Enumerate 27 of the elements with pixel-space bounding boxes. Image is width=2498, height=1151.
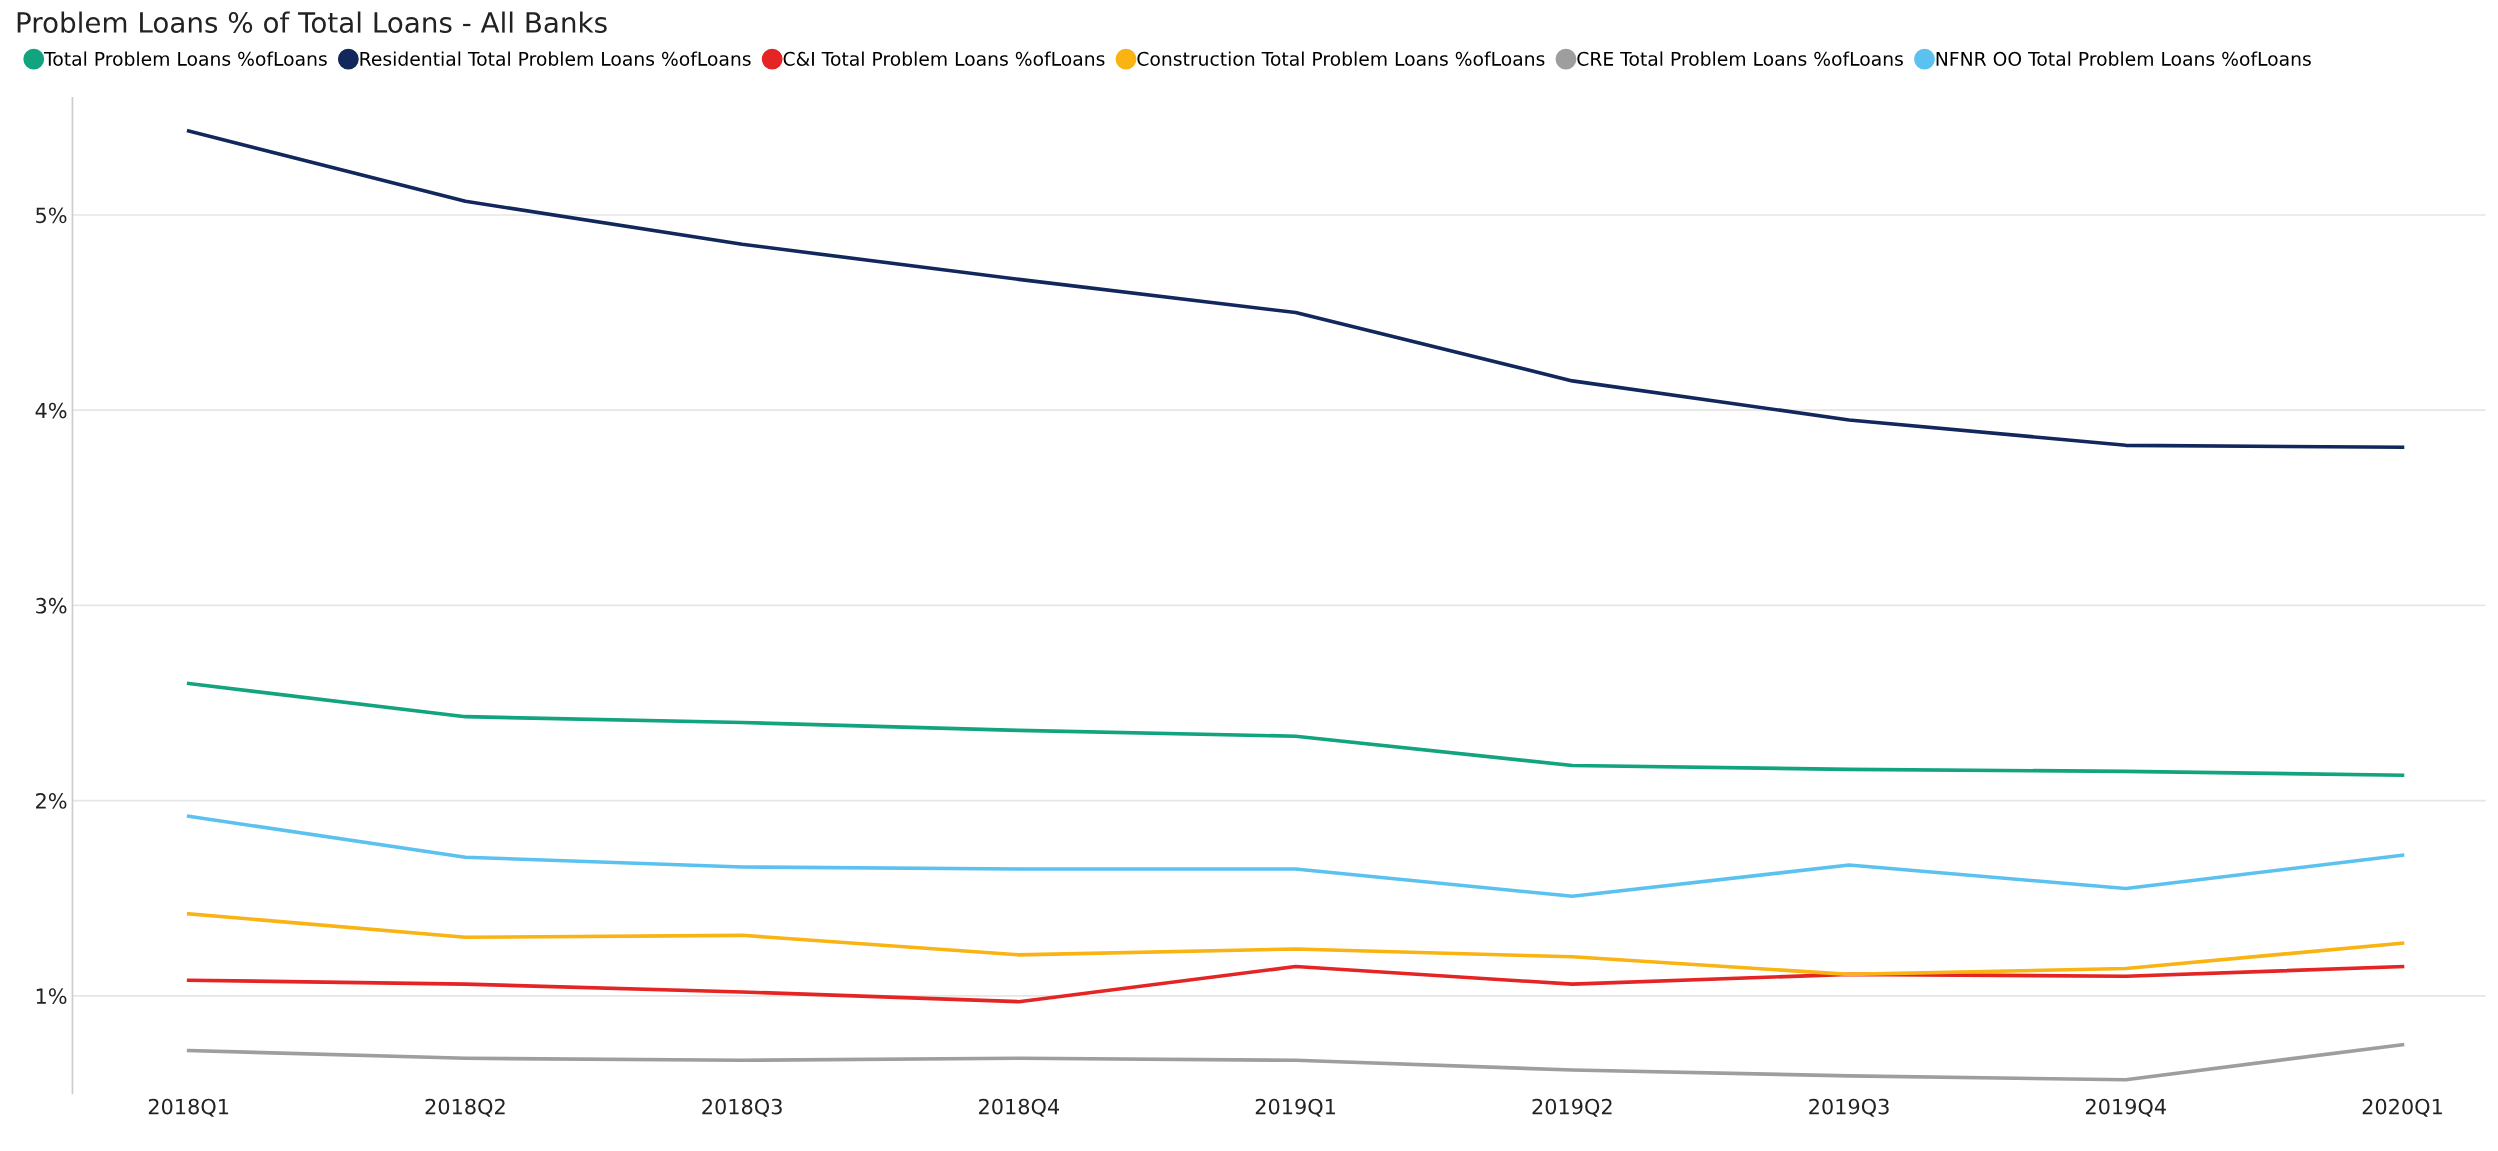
- y-tick-label: 3%: [36, 597, 67, 614]
- y-tick-label: 5%: [36, 207, 67, 224]
- legend-label: Construction Total Problem Loans %ofLoans: [1137, 51, 1545, 66]
- x-tick-label: 2019Q4: [2085, 1098, 2166, 1117]
- x-tick-label: 2020Q1: [2362, 1098, 2442, 1117]
- line-series: [186, 1042, 2405, 1082]
- x-tick-label: 2018Q4: [979, 1098, 1060, 1117]
- y-tick-label: 2%: [36, 793, 67, 809]
- chart-title: Problem Loans % of Total Loans - All Banks: [17, 11, 607, 34]
- x-tick-label: 2019Q2: [1532, 1098, 1612, 1117]
- line-series: [186, 681, 2405, 778]
- line-series: [186, 814, 2405, 899]
- x-tick-label: 2018Q3: [702, 1098, 782, 1117]
- x-tick-label: 2019Q1: [1255, 1098, 1335, 1117]
- x-tick-label: 2018Q2: [425, 1098, 505, 1117]
- legend-label: Residential Total Problem Loans %ofLoans: [360, 51, 751, 66]
- legend-label: Total Problem Loans %ofLoans: [44, 51, 327, 66]
- x-tick-label: 2019Q3: [1809, 1098, 1889, 1117]
- y-tick-label: 1%: [36, 988, 67, 1005]
- line-series: [186, 964, 2405, 1004]
- y-tick-label: 4%: [35, 402, 67, 419]
- legend-label: NFNR OO Total Problem Loans %ofLoans: [1936, 51, 2311, 66]
- legend-label: C&I Total Problem Loans %ofLoans: [783, 51, 1105, 66]
- x-tick-label: 2018Q1: [148, 1098, 229, 1117]
- line-series: [186, 129, 2405, 450]
- legend-label: CRE Total Problem Loans %ofLoans: [1577, 51, 1903, 66]
- line-series: [186, 912, 2405, 977]
